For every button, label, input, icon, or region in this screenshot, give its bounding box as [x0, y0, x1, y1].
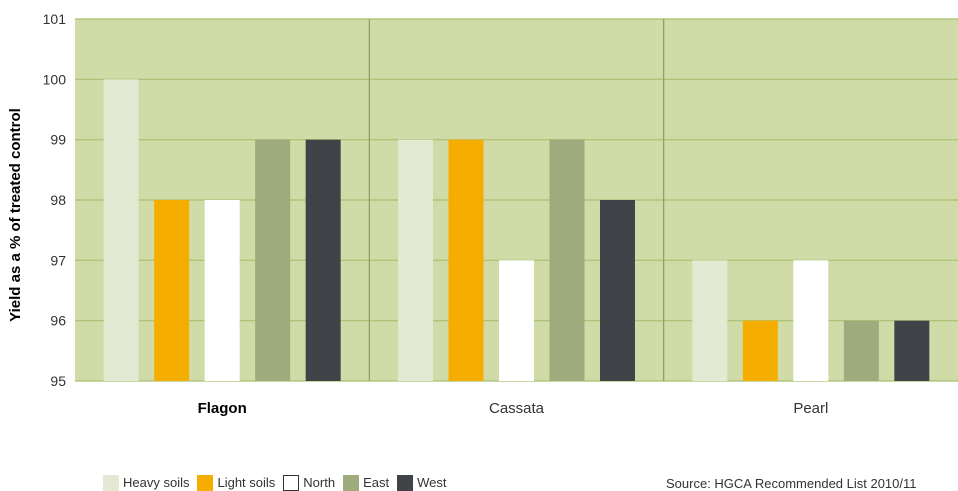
legend-label: East	[363, 475, 390, 490]
legend-item: Heavy soils	[103, 474, 190, 491]
legend-item: East	[343, 474, 390, 491]
legend-label: Heavy soils	[123, 475, 190, 490]
x-category-label: Pearl	[793, 400, 828, 417]
legend-swatch	[343, 474, 360, 491]
bar-west	[894, 320, 930, 381]
legend: Heavy soils Light soils North East West	[103, 474, 454, 491]
y-tick-label: 98	[50, 192, 66, 208]
y-tick-label: 99	[50, 132, 66, 148]
bar-heavy-soils	[692, 260, 728, 381]
legend-item: West	[397, 474, 447, 491]
y-tick-label: 100	[43, 71, 67, 87]
bar-heavy-soils	[398, 139, 433, 381]
bar-light-soils	[448, 139, 484, 381]
legend-swatch	[283, 474, 300, 491]
legend-swatch	[397, 474, 414, 491]
bar-west	[305, 139, 341, 381]
y-tick-label: 96	[50, 313, 66, 329]
bar-north	[204, 200, 240, 381]
bar-west	[600, 200, 635, 381]
y-tick-label: 97	[50, 252, 66, 268]
y-axis-label: Yield as a % of treated control	[7, 108, 24, 322]
legend-label: Light soils	[217, 475, 276, 490]
bar-light-soils	[742, 320, 778, 381]
y-tick-label: 101	[43, 11, 67, 27]
bar-north	[499, 260, 534, 381]
legend-item: Light soils	[197, 474, 276, 491]
legend-item: North	[283, 474, 336, 491]
bar-north	[793, 260, 829, 381]
x-category-label: Flagon	[198, 400, 247, 417]
y-tick-label: 95	[50, 373, 66, 389]
source-note: Source: HGCA Recommended List 2010/11	[666, 476, 917, 491]
x-category-label: Cassata	[489, 400, 545, 417]
legend-label: North	[303, 475, 336, 490]
legend-swatch	[103, 474, 119, 491]
bar-east	[549, 139, 585, 381]
bar-light-soils	[154, 200, 190, 381]
legend-swatch	[197, 474, 214, 491]
bar-east	[843, 320, 879, 381]
legend-label: West	[417, 475, 447, 490]
bar-east	[255, 139, 291, 381]
bar-heavy-soils	[103, 79, 139, 381]
